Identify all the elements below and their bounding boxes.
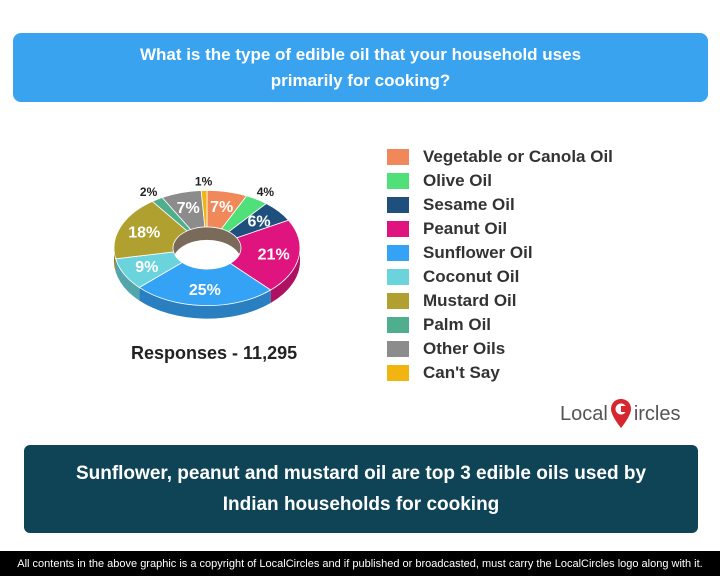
- legend-label: Other Oils: [423, 339, 506, 358]
- legend-item: Coconut Oil: [387, 265, 613, 289]
- legend-item: Other Oils: [387, 337, 613, 361]
- logo-text-ircles: ircles: [633, 402, 681, 425]
- summary-text: Sunflower, peanut and mustard oil are to…: [75, 463, 647, 515]
- legend-swatch: [387, 269, 409, 285]
- legend-label: Mustard Oil: [423, 291, 517, 310]
- donut-slice: [229, 219, 301, 291]
- donut-data-label: 25%: [189, 282, 221, 299]
- donut-hole-wall: [173, 226, 241, 261]
- legend-swatch: [387, 197, 409, 213]
- chart-legend: Vegetable or Canola Oil Olive Oil Sesame O…: [387, 145, 613, 385]
- localcircles-logo: Local ircles: [560, 398, 680, 430]
- legend-label: Palm Oil: [423, 315, 492, 334]
- legend-label: Sesame Oil: [423, 195, 515, 214]
- legend-item: Sesame Oil: [387, 193, 613, 217]
- responses-count: Responses - 11,295: [131, 343, 298, 363]
- donut-slice-side: [270, 248, 300, 304]
- donut-chart: 7% 4% 6% 21% 25% 9% 18% 2% 7% 1%: [113, 174, 301, 319]
- legend-label: Peanut Oil: [423, 219, 508, 238]
- legend-label: Olive Oil: [423, 171, 492, 190]
- legend-swatch: [387, 149, 409, 165]
- donut-data-label: 6%: [247, 213, 270, 230]
- donut-data-label: 18%: [128, 225, 160, 242]
- donut-data-label: 4%: [257, 185, 275, 199]
- legend-item: Peanut Oil: [387, 217, 613, 241]
- copyright-footer: All contents in the above graphic is a c…: [0, 551, 720, 576]
- legend-item: Palm Oil: [387, 313, 613, 337]
- location-pin-c-icon: [610, 399, 631, 428]
- logo-text-local: Local: [560, 402, 608, 425]
- question-text: What is the type of edible oil that your…: [139, 44, 582, 90]
- legend-item: Sunflower Oil: [387, 241, 613, 265]
- summary-banner: Sunflower, peanut and mustard oil are to…: [24, 445, 698, 533]
- legend-swatch: [387, 245, 409, 261]
- donut-slice: [138, 261, 272, 307]
- legend-swatch: [387, 173, 409, 189]
- legend-item: Can't Say: [387, 361, 613, 385]
- legend-label: Vegetable or Canola Oil: [423, 147, 613, 166]
- legend-label: Can't Say: [423, 363, 500, 382]
- donut-data-label: 1%: [195, 174, 213, 188]
- legend-swatch: [387, 293, 409, 309]
- donut-slice: [200, 189, 208, 228]
- legend-item: Olive Oil: [387, 169, 613, 193]
- donut-slice-side: [139, 287, 271, 319]
- donut-data-label: 21%: [258, 247, 290, 264]
- question-banner: What is the type of edible oil that your…: [13, 33, 708, 102]
- donut-slice-side: [115, 258, 140, 301]
- donut-data-label: 2%: [140, 185, 158, 199]
- legend-swatch: [387, 365, 409, 381]
- legend-item: Vegetable or Canola Oil: [387, 145, 613, 169]
- donut-data-label: 9%: [135, 259, 158, 276]
- legend-label: Sunflower Oil: [423, 243, 533, 262]
- donut-data-label: 7%: [177, 200, 200, 217]
- legend-swatch: [387, 341, 409, 357]
- legend-swatch: [387, 317, 409, 333]
- legend-swatch: [387, 221, 409, 237]
- legend-label: Coconut Oil: [423, 267, 520, 286]
- legend-item: Mustard Oil: [387, 289, 613, 313]
- donut-data-label: 7%: [210, 199, 233, 216]
